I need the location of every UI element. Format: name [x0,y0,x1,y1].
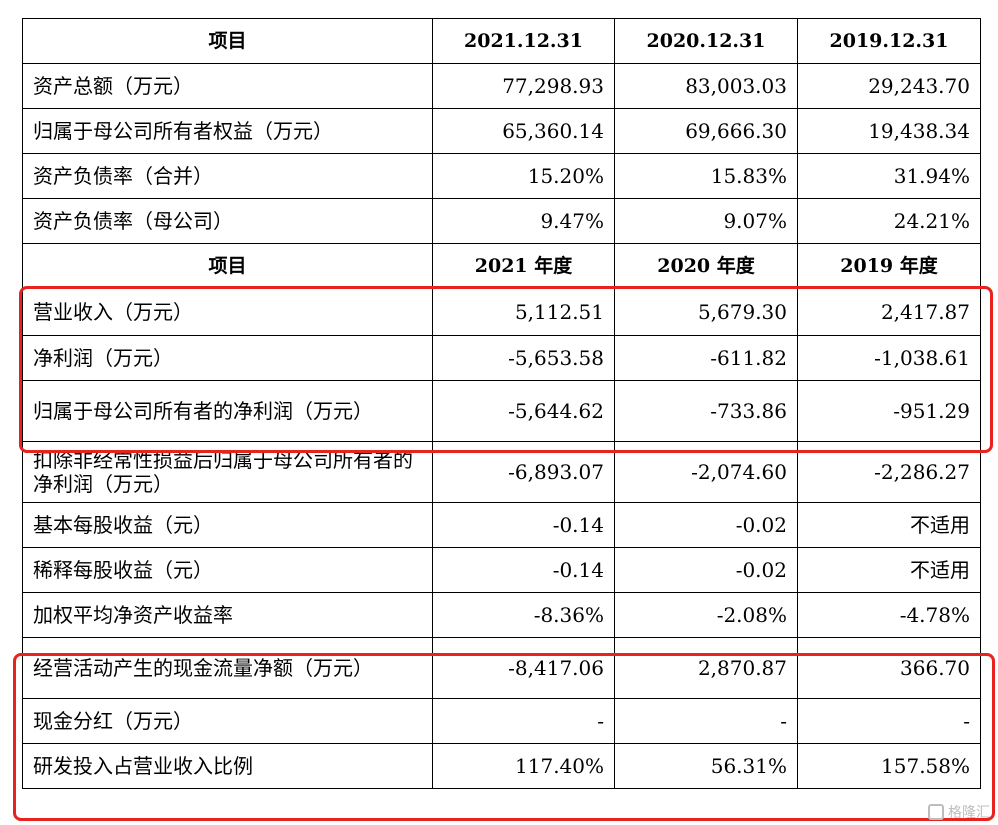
row-label: 基本每股收益（元） [22,502,433,548]
table-row: 基本每股收益（元） -0.14 -0.02 不适用 [22,502,981,548]
row-label: 经营活动产生的现金流量净额（万元） [22,637,433,699]
row-label: 归属于母公司所有者权益（万元） [22,108,433,154]
row-label: 现金分红（万元） [22,698,433,744]
value-2021: 65,360.14 [432,108,615,154]
value-2020: 5,679.30 [614,288,798,336]
table-row: 扣除非经常性损益后归属于母公司所有者的净利润（万元） -6,893.07 -2,… [22,441,981,503]
value-2021: 15.20% [432,153,615,199]
value-2019: 24.21% [797,198,981,244]
row-label: 扣除非经常性损益后归属于母公司所有者的净利润（万元） [22,441,433,503]
row-label: 稀释每股收益（元） [22,547,433,593]
watermark-text: 格隆汇 [948,805,990,821]
table-row: 营业收入（万元） 5,112.51 5,679.30 2,417.87 [22,288,981,336]
value-2020: -0.02 [614,547,798,593]
value-2021: -8.36% [432,592,615,638]
value-2021: -5,644.62 [432,380,615,442]
header-item: 项目 [22,243,433,289]
table-row: 现金分红（万元） - - - [22,698,981,744]
value-2021: -5,653.58 [432,335,615,381]
value-2020: 9.07% [614,198,798,244]
value-2019: 31.94% [797,153,981,199]
header-2019: 2019.12.31 [797,18,981,64]
value-2021: 5,112.51 [432,288,615,336]
table-row: 经营活动产生的现金流量净额（万元） -8,417.06 2,870.87 366… [22,637,981,699]
table-row: 资产负债率（母公司） 9.47% 9.07% 24.21% [22,198,981,244]
value-2020: 69,666.30 [614,108,798,154]
table-row: 研发投入占营业收入比例 117.40% 56.31% 157.58% [22,743,981,789]
row-label: 归属于母公司所有者的净利润（万元） [22,380,433,442]
value-2019: 29,243.70 [797,63,981,109]
row-label: 营业收入（万元） [22,288,433,336]
table-header-row: 项目 2021 年度 2020 年度 2019 年度 [22,243,981,289]
value-2019: 157.58% [797,743,981,789]
value-2020: 83,003.03 [614,63,798,109]
value-2019: 不适用 [797,547,981,593]
header-2020: 2020.12.31 [614,18,798,64]
watermark: 格隆汇 [928,802,990,822]
value-2019: 2,417.87 [797,288,981,336]
header-2019: 2019 年度 [797,243,981,289]
table-row: 加权平均净资产收益率 -8.36% -2.08% -4.78% [22,592,981,638]
value-2019: -1,038.61 [797,335,981,381]
table-header-row: 项目 2021.12.31 2020.12.31 2019.12.31 [22,18,981,64]
value-2021: - [432,698,615,744]
value-2020: -733.86 [614,380,798,442]
row-label: 资产负债率（母公司） [22,198,433,244]
value-2019: -951.29 [797,380,981,442]
table-row: 归属于母公司所有者的净利润（万元） -5,644.62 -733.86 -951… [22,380,981,442]
value-2020: -0.02 [614,502,798,548]
value-2019: - [797,698,981,744]
row-label: 资产总额（万元） [22,63,433,109]
value-2019: 366.70 [797,637,981,699]
value-2020: 2,870.87 [614,637,798,699]
header-2021: 2021.12.31 [432,18,615,64]
value-2021: 77,298.93 [432,63,615,109]
header-2020: 2020 年度 [614,243,798,289]
value-2020: -611.82 [614,335,798,381]
table-row: 资产总额（万元） 77,298.93 83,003.03 29,243.70 [22,63,981,109]
value-2021: -8,417.06 [432,637,615,699]
row-label: 加权平均净资产收益率 [22,592,433,638]
value-2019: -2,286.27 [797,441,981,503]
value-2021: -6,893.07 [432,441,615,503]
header-item: 项目 [22,18,433,64]
gelonghui-logo-icon [928,804,944,820]
value-2020: 15.83% [614,153,798,199]
value-2019: 不适用 [797,502,981,548]
value-2020: -2,074.60 [614,441,798,503]
header-2021: 2021 年度 [432,243,615,289]
value-2019: 19,438.34 [797,108,981,154]
value-2020: - [614,698,798,744]
table-row: 资产负债率（合并） 15.20% 15.83% 31.94% [22,153,981,199]
financial-data-table: 项目 2021.12.31 2020.12.31 2019.12.31 资产总额… [22,18,981,789]
value-2021: -0.14 [432,502,615,548]
value-2020: 56.31% [614,743,798,789]
table-row: 稀释每股收益（元） -0.14 -0.02 不适用 [22,547,981,593]
row-label: 资产负债率（合并） [22,153,433,199]
value-2021: 117.40% [432,743,615,789]
value-2021: -0.14 [432,547,615,593]
table-row: 净利润（万元） -5,653.58 -611.82 -1,038.61 [22,335,981,381]
table-row: 归属于母公司所有者权益（万元） 65,360.14 69,666.30 19,4… [22,108,981,154]
value-2020: -2.08% [614,592,798,638]
row-label: 研发投入占营业收入比例 [22,743,433,789]
value-2021: 9.47% [432,198,615,244]
row-label: 净利润（万元） [22,335,433,381]
value-2019: -4.78% [797,592,981,638]
